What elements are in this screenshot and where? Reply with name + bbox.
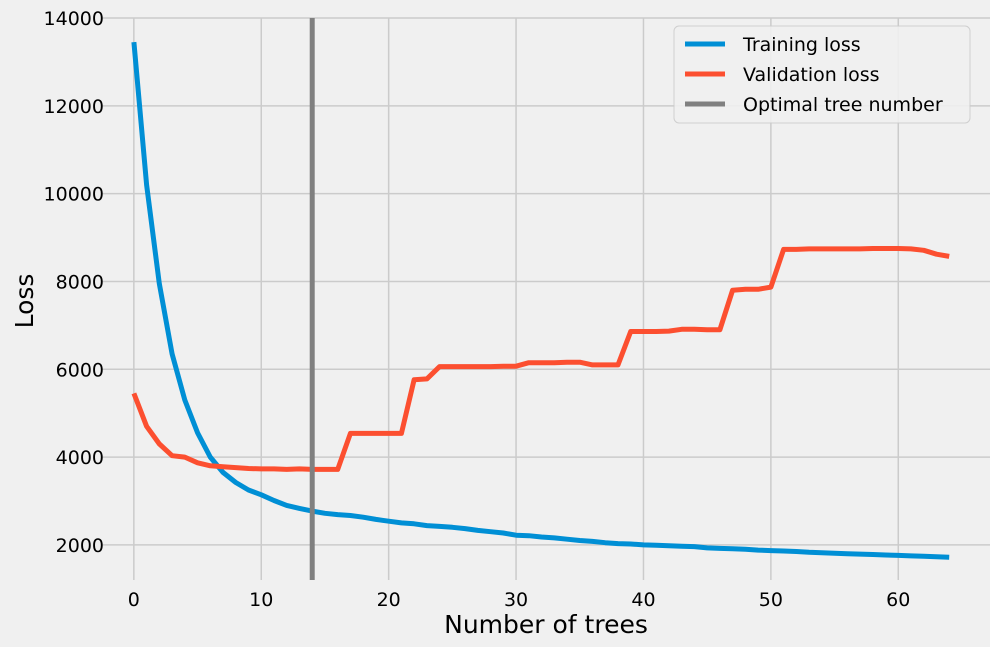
y-tick-label: 4000 xyxy=(56,447,104,469)
grid xyxy=(102,17,990,580)
y-tick-label: 12000 xyxy=(44,96,104,118)
legend-label: Validation loss xyxy=(743,64,880,86)
x-tick-label: 0 xyxy=(128,589,140,611)
x-tick-labels: 0 10 20 30 40 50 60 xyxy=(128,589,911,611)
legend-label: Training loss xyxy=(742,34,861,56)
plot-area xyxy=(131,18,950,580)
legend-box xyxy=(673,25,971,124)
x-tick-label: 10 xyxy=(249,589,273,611)
y-tick-label: 8000 xyxy=(56,271,104,293)
series-line-validation-loss xyxy=(131,246,950,472)
y-tick-label: 10000 xyxy=(44,184,104,206)
series-line-training-loss xyxy=(131,41,950,560)
y-tick-labels: 2000 4000 6000 8000 10000 12000 14000 xyxy=(44,8,104,557)
x-tick-label: 60 xyxy=(886,589,910,611)
y-axis-label: Loss xyxy=(10,274,39,329)
legend-label: Optimal tree number xyxy=(743,94,943,116)
x-tick-label: 30 xyxy=(504,589,528,611)
y-tick-label: 2000 xyxy=(56,535,104,557)
legend: Training loss Validation loss Optimal tree… xyxy=(673,25,971,124)
y-tick-label: 14000 xyxy=(44,8,104,30)
y-tick-label: 6000 xyxy=(56,359,104,381)
x-axis-label: Number of trees xyxy=(444,610,648,639)
x-tick-label: 40 xyxy=(631,589,655,611)
x-tick-label: 20 xyxy=(377,589,401,611)
x-tick-label: 50 xyxy=(759,589,783,611)
